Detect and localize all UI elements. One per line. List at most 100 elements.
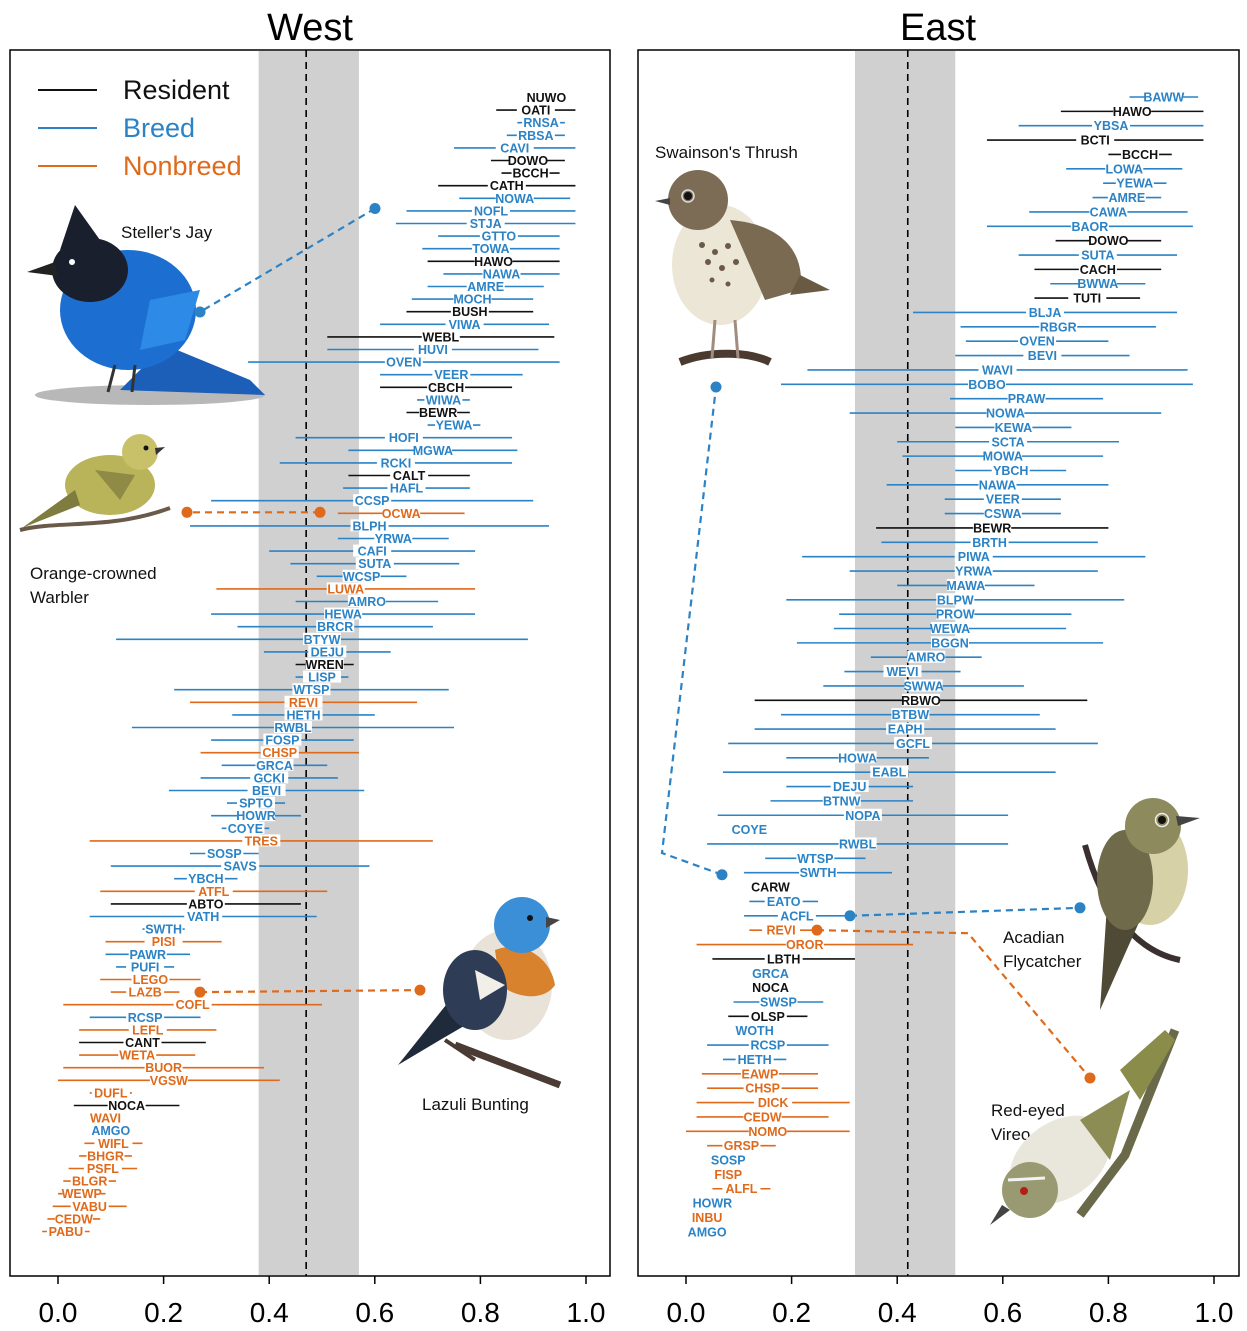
species-label-bhgr: BHGR — [87, 1149, 124, 1163]
label-bg-bhgr — [86, 1149, 125, 1162]
label-bg-vath — [184, 910, 223, 922]
species-label-moch: MOCH — [453, 293, 491, 307]
label-bg-cant — [123, 1036, 162, 1048]
species-label-psfl: PSFL — [87, 1162, 119, 1176]
species-label-cawa: CAWA — [1090, 205, 1128, 219]
species-label-bcch: BCCH — [1122, 148, 1158, 162]
species-label-swwa: SWWA — [903, 679, 943, 693]
label-bg-noca — [751, 981, 790, 994]
species-label-atfl: ATFL — [198, 885, 229, 899]
label-bg-yrwa — [374, 532, 413, 544]
x-tick-label: 0.6 — [355, 1297, 394, 1328]
stellers-jay-caption: Steller's Jay — [121, 223, 213, 242]
west-panel-title: West — [267, 7, 353, 49]
label-bg-wewp — [62, 1187, 101, 1200]
label-bg-wren — [305, 658, 344, 670]
label-bg-heth — [284, 708, 323, 721]
species-label-calt: CALT — [393, 469, 426, 483]
species-label-tres: TRES — [245, 834, 278, 848]
species-label-yrwa: YRWA — [375, 532, 412, 546]
species-label-weta: WETA — [119, 1049, 155, 1063]
species-label-fisp: FISP — [714, 1168, 742, 1182]
x-tick-label: 0.4 — [250, 1297, 289, 1328]
species-label-grca: GRCA — [752, 967, 789, 981]
label-bg-howr — [693, 1196, 732, 1209]
species-label-scta: SCTA — [992, 435, 1025, 449]
species-label-carw: CARW — [751, 881, 790, 895]
label-bg-pufi — [126, 960, 165, 973]
label-bg-spto — [237, 796, 275, 809]
x-tick-label: 0.8 — [461, 1297, 500, 1328]
label-bg-abto — [186, 897, 225, 910]
species-label-wewp: WEWP — [62, 1187, 102, 1201]
x-tick-label: 0.4 — [878, 1297, 917, 1328]
label-bg-veer — [983, 492, 1022, 505]
label-bg-mgwa — [413, 443, 452, 456]
legend-resident-label: Resident — [123, 75, 230, 105]
label-bg-cedw — [54, 1212, 93, 1225]
species-label-stja: STJA — [470, 217, 502, 231]
label-bg-rbgr — [1039, 320, 1078, 333]
species-label-buor: BUOR — [145, 1061, 182, 1075]
label-bg-howr — [237, 809, 275, 822]
species-label-cswa: CSWA — [984, 507, 1022, 521]
species-label-amgo: AMGO — [91, 1124, 130, 1138]
species-label-deju: DEJU — [311, 645, 344, 659]
label-bg-cawa — [1089, 205, 1128, 218]
species-label-amgo: AMGO — [688, 1225, 727, 1239]
species-label-cbch: CBCH — [428, 381, 464, 395]
label-bg-acfl — [777, 909, 816, 922]
species-label-viwa: VIWA — [449, 318, 481, 332]
acadian-connector-dot — [844, 910, 856, 922]
species-label-praw: PRAW — [1008, 392, 1046, 406]
label-bg-wiwa — [424, 393, 463, 406]
red-eyed-vireo-connector-dot — [811, 924, 823, 936]
label-bg-wavi — [978, 363, 1017, 376]
label-bg-oven — [1018, 334, 1057, 347]
species-label-vgsw: VGSW — [150, 1074, 188, 1088]
lazuli-bunting-caption: Lazuli Bunting — [422, 1095, 529, 1114]
species-label-yrwa: YRWA — [955, 565, 992, 579]
label-bg-amro — [347, 595, 386, 607]
acadian-flycatcher-caption: Acadian Flycatcher — [1003, 928, 1082, 971]
label-bg-btnw — [822, 794, 861, 807]
label-bg-savs — [221, 859, 260, 872]
label-bg-buor — [144, 1061, 183, 1074]
label-bg-hofi — [384, 431, 423, 444]
label-bg-dick — [754, 1096, 793, 1109]
species-label-blja: BLJA — [1029, 306, 1062, 320]
label-bg-hawo — [1113, 104, 1152, 117]
lazuli-connector — [199, 989, 421, 994]
species-label-swth: SWTH — [800, 866, 837, 880]
label-bg-nowa — [986, 406, 1025, 419]
label-bg-dowo — [1089, 234, 1128, 247]
species-label-btyw: BTYW — [304, 633, 341, 647]
species-label-rcki: RCKI — [381, 456, 412, 470]
label-bg-blph — [350, 519, 389, 532]
label-bg-cavi — [495, 141, 534, 154]
species-label-webl: WEBL — [422, 330, 459, 344]
label-bg-eaph — [886, 722, 925, 735]
species-label-coye: COYE — [228, 822, 263, 836]
species-label-vath: VATH — [187, 910, 219, 924]
label-bg-wewa — [931, 622, 969, 635]
species-label-baww: BAWW — [1143, 91, 1184, 105]
label-bg-carw — [751, 880, 790, 893]
species-label-eaph: EAPH — [888, 723, 923, 737]
label-bg-alfl — [722, 1182, 761, 1195]
label-bg-scta — [989, 435, 1028, 448]
label-bg-lego — [131, 973, 170, 985]
x-tick-label: 0.2 — [772, 1297, 811, 1328]
label-bg-stja — [466, 217, 505, 229]
label-bg-baww — [1144, 90, 1183, 103]
label-bg-nofl — [471, 204, 510, 217]
label-bg-oati — [516, 103, 555, 116]
species-label-cavi: CAVI — [500, 141, 529, 155]
species-label-eato: EATO — [767, 895, 801, 909]
label-bg-lefl — [128, 1023, 167, 1036]
label-bg-gcfl — [894, 736, 933, 749]
species-label-bcti: BCTI — [1081, 134, 1110, 148]
species-label-nuwo: NUWO — [527, 91, 567, 105]
label-bg-lowa — [1105, 162, 1144, 175]
label-bg-bwwa — [1078, 277, 1117, 290]
